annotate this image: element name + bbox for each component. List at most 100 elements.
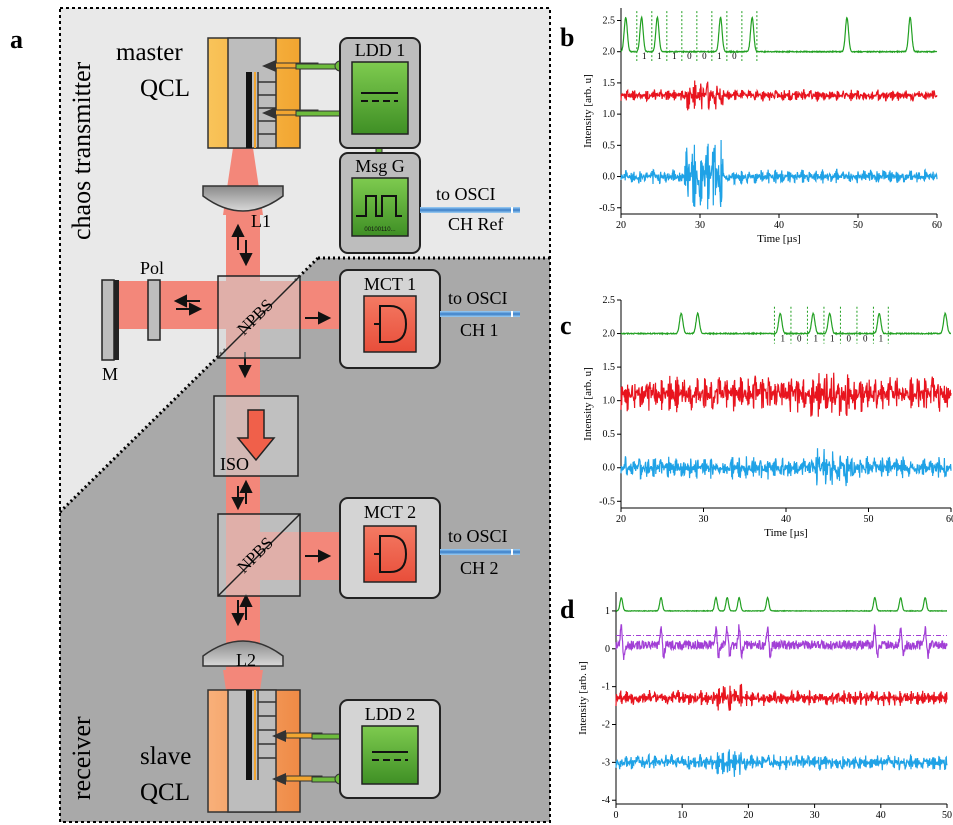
y-tick-label: 1.0: [603, 396, 616, 407]
chart-panel-c: c 20 30 40 50 60 -0.5 0.0 0.5 1.0 1.5 2.0 2.5 Time […: [560, 295, 953, 539]
master-qcl: master QCL: [116, 37, 301, 149]
ch2-cable: [440, 549, 520, 555]
bit-label: 1: [717, 51, 722, 61]
y-tick-label: -0.5: [599, 496, 615, 507]
y-axis-title: Intensity [arb. u]: [582, 367, 594, 441]
schematic-border: [59, 7, 551, 823]
series-green: [620, 15, 938, 54]
series-blue: [615, 749, 948, 777]
osci-label-1: to OSCI: [448, 288, 508, 308]
ch2-label: CH 2: [460, 558, 499, 578]
slave-label-1: slave: [140, 743, 191, 770]
series-red: [620, 372, 952, 417]
mct2-box: MCT 2 to OSCI CH 2: [339, 497, 520, 599]
x-tick-label: 20: [616, 220, 626, 231]
x-tick-label: 50: [864, 514, 874, 525]
osci-label-2: to OSCI: [448, 526, 508, 546]
bit-label: 0: [846, 334, 851, 344]
iso-label: ISO: [220, 454, 249, 474]
lens-l2-label: L2: [236, 650, 256, 670]
bit-label: 0: [702, 51, 707, 61]
y-axis-title: Intensity [arb. u]: [577, 661, 589, 735]
x-tick-label: 20: [743, 810, 753, 821]
y-tick-label: -4: [602, 795, 610, 806]
msg-bits: 00100110...: [364, 227, 396, 233]
y-tick-label: 2.5: [603, 15, 616, 26]
bit-label: 0: [863, 334, 868, 344]
transmitter-label: chaos transmitter: [67, 61, 96, 240]
y-tick-label: 1.5: [603, 362, 616, 373]
series-blue: [620, 448, 952, 487]
series-red: [620, 80, 938, 111]
ldd1-label: LDD 1: [355, 40, 406, 60]
y-tick-label: 0: [605, 644, 610, 655]
slave-label-2: QCL: [140, 779, 190, 806]
x-tick-label: 60: [932, 220, 942, 231]
bit-label: 1: [642, 51, 647, 61]
panel-d-label: d: [560, 595, 575, 624]
mct2-label: MCT 2: [364, 502, 416, 522]
x-tick-label: 0: [614, 810, 619, 821]
y-tick-label: 0.0: [603, 172, 616, 183]
bit-label: 1: [830, 334, 835, 344]
x-tick-label: 30: [810, 810, 820, 821]
x-tick-label: 50: [942, 810, 952, 821]
y-tick-label: -0.5: [599, 203, 615, 214]
ch1-label: CH 1: [460, 320, 499, 340]
series-purple: [615, 623, 948, 661]
y-tick-label: 0.5: [603, 140, 616, 151]
bit-label: 1: [672, 51, 677, 61]
ref-cable: [420, 207, 520, 213]
receiver-label: receiver: [67, 716, 96, 800]
master-label-1: master: [116, 39, 183, 66]
msg-gen-label: Msg G: [355, 156, 405, 176]
panel-c-label: c: [560, 311, 572, 340]
lens-l2: L2: [202, 640, 284, 670]
series-green: [620, 311, 952, 336]
y-tick-label: 1.5: [603, 78, 616, 89]
x-tick-label: 10: [677, 810, 687, 821]
polarizer: Pol: [140, 258, 164, 341]
y-tick-label: -3: [602, 757, 610, 768]
x-tick-label: 40: [876, 810, 886, 821]
ch1-cable: [440, 311, 520, 317]
lens-l1: L1: [202, 185, 284, 231]
x-tick-label: 30: [699, 514, 709, 525]
isolator: ISO: [213, 395, 299, 477]
x-axis-title: Time [µs]: [764, 527, 808, 539]
mct1-box: MCT 1 to OSCI CH 1: [339, 269, 520, 369]
y-tick-label: 0.0: [603, 463, 616, 474]
ldd2-box: LDD 2: [339, 699, 441, 799]
pol-label: Pol: [140, 258, 164, 278]
y-tick-label: 1.0: [603, 109, 616, 120]
bit-label: 1: [879, 334, 884, 344]
chart-panel-d: d 0 10 20 30 40 50 -4 -3 -2 -1 0 1 Time [µs] Intensit…: [560, 592, 952, 825]
bit-label: 1: [813, 334, 818, 344]
schematic: a chaos transmitter receiver master QCL: [10, 7, 551, 823]
y-axis-title: Intensity [arb. u]: [582, 74, 594, 148]
mirror: M: [101, 279, 119, 384]
bit-label: 0: [797, 334, 802, 344]
y-tick-label: 1: [605, 606, 610, 617]
ch-ref-label: CH Ref: [448, 214, 504, 234]
y-tick-label: -2: [602, 720, 610, 731]
mirror-label: M: [102, 364, 118, 384]
bit-label: 1: [780, 334, 785, 344]
bit-label: 0: [687, 51, 692, 61]
y-tick-label: 2.5: [603, 295, 616, 306]
panel-a-label: a: [10, 25, 23, 54]
y-tick-label: -1: [602, 682, 610, 693]
x-tick-label: 60: [946, 514, 953, 525]
panel-b-label: b: [560, 23, 574, 52]
npbs-2: NPBS: [217, 513, 301, 597]
y-tick-label: 2.0: [603, 329, 616, 340]
ldd1-box: LDD 1: [339, 37, 421, 149]
master-label-2: QCL: [140, 75, 190, 102]
series-blue: [620, 139, 938, 210]
lens-l1-label: L1: [251, 211, 271, 231]
bit-label: 1: [657, 51, 662, 61]
x-tick-label: 40: [774, 220, 784, 231]
bit-label: 0: [732, 51, 737, 61]
